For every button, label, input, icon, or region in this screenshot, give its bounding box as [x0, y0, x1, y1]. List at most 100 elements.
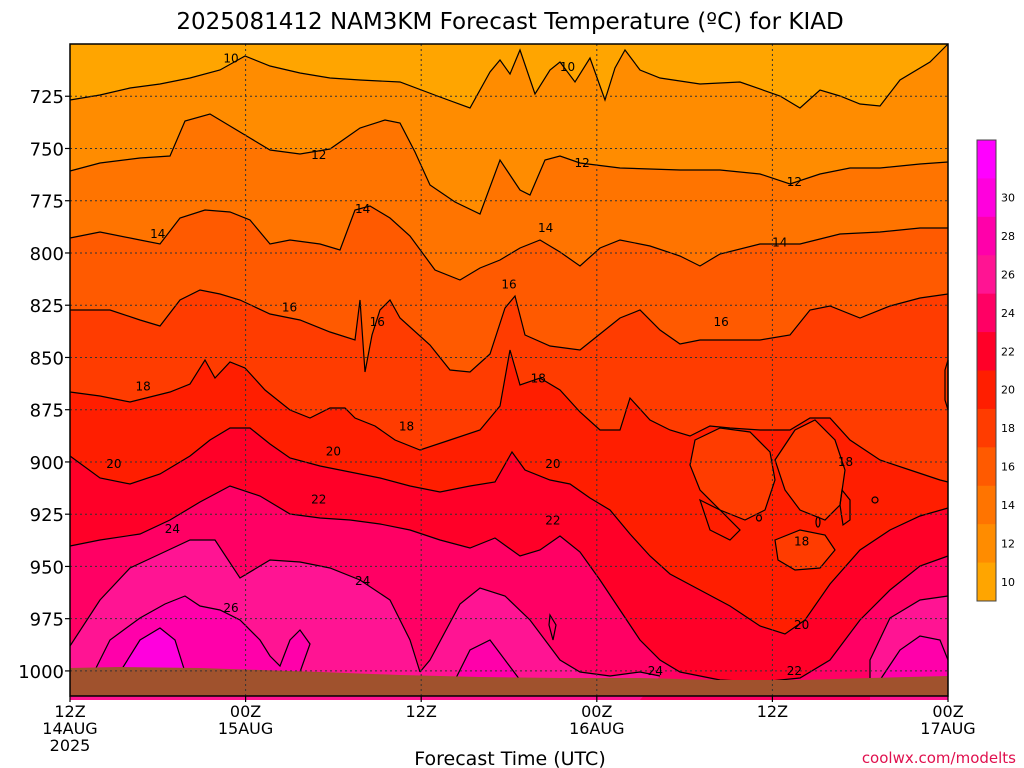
- colorbar-swatch: [977, 562, 996, 602]
- colorbar-swatch: [977, 178, 996, 218]
- colorbar-swatch: [977, 370, 996, 410]
- x-tick-label: 16AUG: [569, 719, 624, 738]
- colorbar-tick-label: 20: [1001, 384, 1015, 397]
- y-axis: 725 750 775 800 825 850 875 900 925 950 975 1000: [18, 87, 70, 683]
- y-tick-label: 950: [30, 557, 64, 578]
- contour-label: 16: [714, 315, 729, 329]
- colorbar-swatch: [977, 408, 996, 448]
- colorbar-frame: [976, 139, 997, 602]
- colorbar-swatch: [977, 140, 996, 179]
- contour-26: [89, 595, 949, 681]
- contour-label: 20: [106, 457, 121, 471]
- contour-label: 14: [538, 221, 553, 235]
- contour-label: 22: [311, 493, 326, 507]
- contour-label: 16: [370, 315, 385, 329]
- colorbar-tick-label: 24: [1001, 307, 1015, 320]
- contour-island-2: [774, 419, 846, 521]
- y-tick-label: 1000: [18, 662, 64, 683]
- contour-14: [69, 205, 948, 281]
- source-credit: coolwx.com/modelts: [862, 749, 1016, 767]
- contour-lines: [69, 43, 949, 683]
- colorbar-swatch: [977, 216, 996, 256]
- colorbar-tick-label: 30: [1001, 192, 1015, 205]
- contour-label: 20: [545, 457, 560, 471]
- colorbar-tick-label: 18: [1001, 422, 1015, 435]
- contour-label: 14: [150, 227, 165, 241]
- contour-island-7: [871, 496, 879, 504]
- colorbar-tick-label: 26: [1001, 268, 1015, 281]
- contour-island-4: [698, 498, 741, 541]
- terrain-ground: [70, 667, 948, 696]
- contour-12: [69, 113, 949, 215]
- y-tick-label: 875: [30, 401, 64, 422]
- contour-label: 24: [648, 664, 663, 678]
- contour-island-3: [774, 529, 836, 571]
- x-tick-label: 14AUG: [42, 719, 97, 738]
- y-tick-label: 975: [30, 610, 64, 631]
- contour-label: 12: [575, 156, 590, 170]
- colorbar-swatch: [977, 447, 996, 487]
- x-axis-title: Forecast Time (UTC): [414, 748, 605, 768]
- x-tick-label: 2025: [50, 736, 91, 755]
- x-tick-label: 00Z: [230, 702, 261, 721]
- contour-label: 16: [282, 300, 297, 314]
- contour-label: 22: [545, 513, 560, 527]
- colorbar-tick-label: 14: [1001, 499, 1015, 512]
- contour-island-8: [755, 514, 763, 522]
- warm-pocket-3: [775, 530, 835, 570]
- contour-label: 14: [772, 236, 787, 250]
- contour-label: 18: [794, 534, 809, 548]
- colorbar-swatch: [977, 332, 996, 371]
- colorbar-tick-label: 28: [1001, 230, 1015, 243]
- colorbar-tick-label: 12: [1001, 537, 1015, 550]
- contour-label: 22: [787, 664, 802, 678]
- band-28-30: [120, 628, 185, 672]
- x-tick-label: 15AUG: [218, 719, 273, 738]
- contour-18: [69, 349, 949, 483]
- y-tick-label: 725: [30, 87, 64, 108]
- contour-label: 24: [355, 574, 370, 588]
- plot-frame: [69, 43, 949, 697]
- contour-label: 20: [794, 618, 809, 632]
- contour-label: 10: [223, 52, 238, 66]
- contour-label: 26: [223, 601, 238, 615]
- contour-28: [119, 627, 186, 673]
- y-tick-label: 750: [30, 139, 64, 160]
- warm-pocket-1: [690, 428, 775, 520]
- contour-20: [69, 427, 949, 635]
- colorbar-swatch: [977, 485, 996, 525]
- contour-island-6: [839, 488, 851, 527]
- colorbar-swatch: [977, 524, 996, 564]
- chart-title: 2025081412 NAM3KM Forecast Temperature (…: [176, 9, 843, 35]
- contour-label: 18: [399, 419, 414, 433]
- band-26-28-c: [880, 636, 948, 680]
- colorbar-tick-label: 10: [1001, 576, 1015, 589]
- contour-label: 18: [136, 380, 151, 394]
- contour-16: [70, 289, 949, 373]
- colorbar: 10 12 14 16 18 20 22 24 26 28 30: [976, 139, 1015, 602]
- x-tick-label: 00Z: [932, 702, 963, 721]
- contour-label: 20: [326, 445, 341, 459]
- contour-24: [69, 539, 949, 680]
- x-tick-label: 17AUG: [920, 719, 975, 738]
- contour-label: 24: [165, 522, 180, 536]
- contour-island-1: [689, 427, 776, 521]
- x-tick-label: 00Z: [581, 702, 612, 721]
- contour-island-5: [548, 613, 557, 641]
- y-tick-label: 900: [30, 453, 64, 474]
- contour-label: 16: [501, 277, 516, 291]
- y-tick-label: 850: [30, 348, 64, 369]
- contour-label: 18: [838, 455, 853, 469]
- y-tick-label: 775: [30, 192, 64, 213]
- contour-22: [69, 485, 949, 683]
- x-tick-label: 12Z: [406, 702, 437, 721]
- contour-label: 12: [311, 148, 326, 162]
- contour-label: 12: [787, 175, 802, 189]
- y-tick-label: 800: [30, 244, 64, 265]
- x-tick-label: 12Z: [54, 702, 85, 721]
- contour-labels: 10 10 12 12 12 14 14 14 14 16 16 16 16 18 18 18 18 18 20 20…: [106, 52, 853, 678]
- colorbar-swatch: [977, 293, 996, 333]
- gridlines: [70, 44, 948, 696]
